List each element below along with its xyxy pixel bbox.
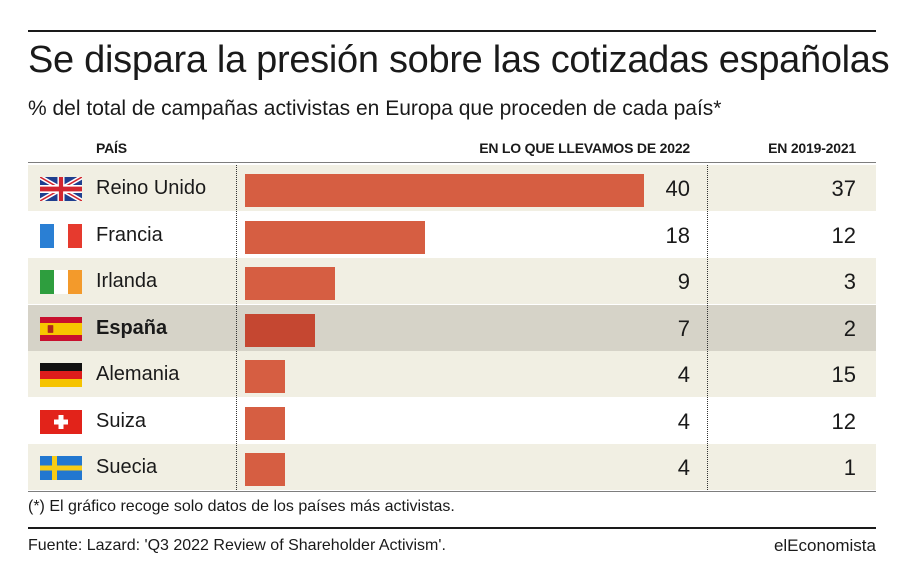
bar-area-left-divider: [236, 165, 237, 490]
bar-2022: [245, 267, 335, 300]
country-label: Irlanda: [96, 270, 158, 292]
country-label: España: [96, 316, 168, 339]
table-row: España 7 2: [28, 304, 876, 351]
sweden-flag-icon: [40, 456, 82, 480]
value-2022-label: 18: [665, 222, 690, 248]
country-label: Suecia: [96, 456, 158, 478]
source-text: Fuente: Lazard: 'Q3 2022 Review of Share…: [28, 537, 446, 554]
table-row: Irlanda 9 3: [28, 258, 876, 304]
bar-2022: [245, 174, 644, 207]
column-header-2019-2021: EN 2019-2021: [768, 140, 856, 156]
table-row: Reino Unido 40 37: [28, 165, 876, 211]
germany-flag-icon: [40, 363, 82, 387]
country-label: Reino Unido: [96, 177, 207, 199]
country-label: Francia: [96, 223, 163, 246]
value-2022-label: 4: [677, 362, 690, 387]
bar-2022: [245, 360, 285, 393]
footer-rule: [28, 491, 876, 492]
table-row: Alemania 4 15: [28, 351, 876, 397]
bar-2022: [245, 220, 425, 254]
table-row: Suecia 4 1: [28, 444, 876, 490]
header-rule: [28, 162, 876, 163]
value-2019-2021-label: 15: [831, 362, 856, 387]
value-2019-2021-label: 12: [831, 222, 856, 248]
value-2022-label: 4: [677, 455, 690, 480]
spain-flag-icon: [40, 316, 82, 341]
france-flag-icon: [40, 223, 82, 248]
chart-title: Se dispara la presión sobre las cotizada…: [28, 39, 890, 81]
ireland-flag-icon: [40, 270, 82, 294]
brand-logo-text: elEconomista: [773, 536, 876, 555]
table-row: Suiza 4 12: [28, 398, 876, 444]
column-header-country: PAÍS: [96, 140, 127, 156]
value-2022-label: 4: [677, 408, 690, 434]
value-2022-label: 9: [677, 269, 690, 294]
value-2022-label: 7: [677, 315, 690, 341]
top-rule: [28, 30, 876, 32]
chart-subtitle: % del total de campañas activistas en Eu…: [28, 97, 722, 120]
bar-2022: [245, 453, 285, 486]
country-label: Suiza: [96, 409, 147, 432]
value-2019-2021-label: 2: [843, 315, 856, 341]
value-2019-2021-label: 37: [831, 176, 856, 201]
bottom-rule: [28, 527, 876, 529]
value-2019-2021-label: 12: [831, 408, 856, 434]
column-header-2022: EN LO QUE LLEVAMOS DE 2022: [479, 140, 690, 156]
bar-2022: [245, 313, 315, 347]
bar-2022: [245, 406, 285, 440]
value-2019-2021-label: 3: [843, 269, 856, 294]
footnote: (*) El gráfico recoge solo datos de los …: [28, 498, 455, 515]
switzerland-flag-icon: [40, 409, 82, 434]
uk-flag-icon: [39, 174, 83, 204]
table-row: Francia 18 12: [28, 212, 876, 258]
value-2022-label: 40: [665, 176, 690, 201]
country-label: Alemania: [96, 363, 180, 385]
value-2019-2021-label: 1: [843, 455, 856, 480]
column-divider: [707, 165, 708, 490]
